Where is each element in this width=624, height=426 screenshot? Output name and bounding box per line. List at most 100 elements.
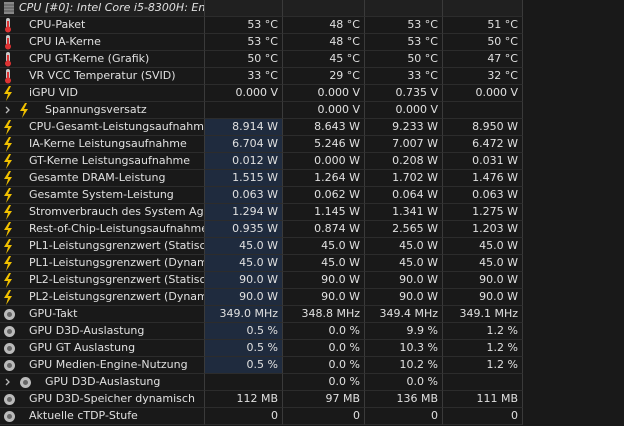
sensor-label: Stromverbrauch des System Agent — [29, 205, 205, 218]
value-cell: 0.0 % — [283, 340, 365, 357]
sensor-row[interactable]: GPU D3D-Auslastung 0.0 % 0.0 % — [0, 374, 624, 391]
sensor-row[interactable]: Gesamte DRAM-Leistung 1.515 W 1.264 W 1.702… — [0, 170, 624, 187]
value-cell: 6.704 W — [205, 136, 283, 153]
sensor-icon — [3, 188, 13, 203]
value-cell: 53 °C — [365, 34, 443, 51]
value-cell: 50 °C — [205, 51, 283, 68]
sensor-icon — [3, 239, 13, 254]
value-cell: 32 °C — [443, 68, 523, 85]
sensor-row[interactable]: VR VCC Temperatur (SVID) 33 °C 29 °C 33 °C 3… — [0, 68, 624, 85]
sensor-row[interactable]: Rest-of-Chip-Leistungsaufnahme 0.935 W 0.8… — [0, 221, 624, 238]
sensor-row[interactable]: CPU-Paket 53 °C 48 °C 53 °C 51 °C — [0, 17, 624, 34]
label-cell: Gesamte DRAM-Leistung — [0, 170, 205, 187]
value-cell: 1.275 W — [443, 204, 523, 221]
label-cell: GPU D3D-Auslastung — [0, 374, 205, 391]
value-cell: 0.5 % — [205, 340, 283, 357]
value-cell: 51 °C — [443, 17, 523, 34]
sensor-icon — [3, 290, 13, 305]
label-cell: Stromverbrauch des System Agent — [0, 204, 205, 221]
sensor-row[interactable]: GPU D3D-Speicher dynamisch 112 MB 97 MB 136… — [0, 391, 624, 408]
value-cell: 7.007 W — [365, 136, 443, 153]
sensor-row[interactable]: CPU IA-Kerne 53 °C 48 °C 53 °C 50 °C — [0, 34, 624, 51]
label-cell: Gesamte System-Leistung — [0, 187, 205, 204]
sensor-row[interactable]: iGPU VID 0.000 V 0.000 V 0.735 V 0.000 V — [0, 85, 624, 102]
value-cell: 45.0 W — [365, 255, 443, 272]
label-cell: GPU-Takt — [0, 306, 205, 323]
value-cell: 0.000 V — [205, 85, 283, 102]
sensor-row[interactable]: CPU-Gesamt-Leistungsaufnahme 8.914 W 8.643… — [0, 119, 624, 136]
label-cell: GPU GT Auslastung — [0, 340, 205, 357]
sensor-label: iGPU VID — [29, 86, 79, 99]
sensor-label: CPU-Paket — [29, 18, 86, 31]
value-cell: 8.643 W — [283, 119, 365, 136]
value-cell: 0 — [365, 408, 443, 425]
header-title: CPU [#0]: Intel Core i5-8300H: Enhanced — [19, 1, 205, 14]
header-cell — [365, 0, 443, 17]
sensor-icon — [3, 307, 16, 322]
value-cell: 0.000 W — [283, 153, 365, 170]
value-cell: 112 MB — [205, 391, 283, 408]
sensor-label: GPU-Takt — [29, 307, 78, 320]
sensor-row[interactable]: GPU Medien-Engine-Nutzung 0.5 % 0.0 % 10.2 … — [0, 357, 624, 374]
sensor-row[interactable]: GPU-Takt 349.0 MHz 348.8 MHz 349.4 MHz 349.1… — [0, 306, 624, 323]
value-cell: 90.0 W — [365, 272, 443, 289]
sensor-icon — [3, 137, 13, 152]
value-cell: 111 MB — [443, 391, 523, 408]
sensor-icon — [3, 392, 16, 407]
sensor-icon — [3, 86, 13, 101]
header-cell — [443, 0, 523, 17]
sensor-row[interactable]: GPU GT Auslastung 0.5 % 0.0 % 10.3 % 1.2 % — [0, 340, 624, 357]
sensor-label: PL1-Leistungsgrenzwert (Dynami... — [29, 256, 205, 269]
sensor-row[interactable]: GPU D3D-Auslastung 0.5 % 0.0 % 9.9 % 1.2 % — [0, 323, 624, 340]
value-cell: 1.145 W — [283, 204, 365, 221]
value-cell: 0.000 V — [443, 85, 523, 102]
value-cell: 136 MB — [365, 391, 443, 408]
value-cell: 45.0 W — [443, 238, 523, 255]
header-cell: CPU [#0]: Intel Core i5-8300H: Enhanced — [0, 0, 205, 17]
value-cell: 53 °C — [365, 17, 443, 34]
value-cell: 0 — [443, 408, 523, 425]
sensor-label: PL1-Leistungsgrenzwert (Statisch) — [29, 239, 205, 252]
label-cell: CPU-Paket — [0, 17, 205, 34]
sensor-row[interactable]: Stromverbrauch des System Agent 1.294 W 1.… — [0, 204, 624, 221]
expand-chevron[interactable] — [4, 102, 12, 118]
label-cell: GPU D3D-Speicher dynamisch — [0, 391, 205, 408]
value-cell: 1.2 % — [443, 340, 523, 357]
value-cell: 45.0 W — [205, 255, 283, 272]
value-cell: 1.702 W — [365, 170, 443, 187]
sensor-icon — [3, 18, 13, 33]
value-cell: 9.233 W — [365, 119, 443, 136]
sensor-row[interactable]: Spannungsversatz 0.000 V 0.000 V — [0, 102, 624, 119]
value-cell: 10.3 % — [365, 340, 443, 357]
value-cell: 0.735 V — [365, 85, 443, 102]
value-cell — [443, 374, 523, 391]
label-cell: IA-Kerne Leistungsaufnahme — [0, 136, 205, 153]
label-cell: PL1-Leistungsgrenzwert (Statisch) — [0, 238, 205, 255]
value-cell: 9.9 % — [365, 323, 443, 340]
sensor-icon — [3, 171, 13, 186]
sensor-label: GT-Kerne Leistungsaufnahme — [29, 154, 191, 167]
value-cell: 1.2 % — [443, 323, 523, 340]
sensor-icon — [3, 69, 13, 84]
label-cell: Spannungsversatz — [0, 102, 205, 119]
sensor-row[interactable]: GT-Kerne Leistungsaufnahme 0.012 W 0.000 W… — [0, 153, 624, 170]
label-cell: PL1-Leistungsgrenzwert (Dynami... — [0, 255, 205, 272]
value-cell: 0 — [205, 408, 283, 425]
label-cell: CPU IA-Kerne — [0, 34, 205, 51]
sensor-row[interactable]: CPU GT-Kerne (Grafik) 50 °C 45 °C 50 °C 47 °… — [0, 51, 624, 68]
value-cell: 90.0 W — [283, 272, 365, 289]
value-cell: 90.0 W — [205, 289, 283, 306]
sensor-row[interactable]: Aktuelle cTDP-Stufe 0 0 0 0 — [0, 408, 624, 425]
sensor-label: VR VCC Temperatur (SVID) — [29, 69, 176, 82]
expand-chevron[interactable] — [4, 374, 12, 390]
value-cell: 0.5 % — [205, 323, 283, 340]
sensor-label: PL2-Leistungsgrenzwert (Statisch) — [29, 273, 205, 286]
sensor-label: Aktuelle cTDP-Stufe — [29, 409, 138, 422]
sensor-row[interactable]: IA-Kerne Leistungsaufnahme 6.704 W 5.246 W… — [0, 136, 624, 153]
value-cell: 1.476 W — [443, 170, 523, 187]
sensor-row[interactable]: Gesamte System-Leistung 0.063 W 0.062 W 0.0… — [0, 187, 624, 204]
